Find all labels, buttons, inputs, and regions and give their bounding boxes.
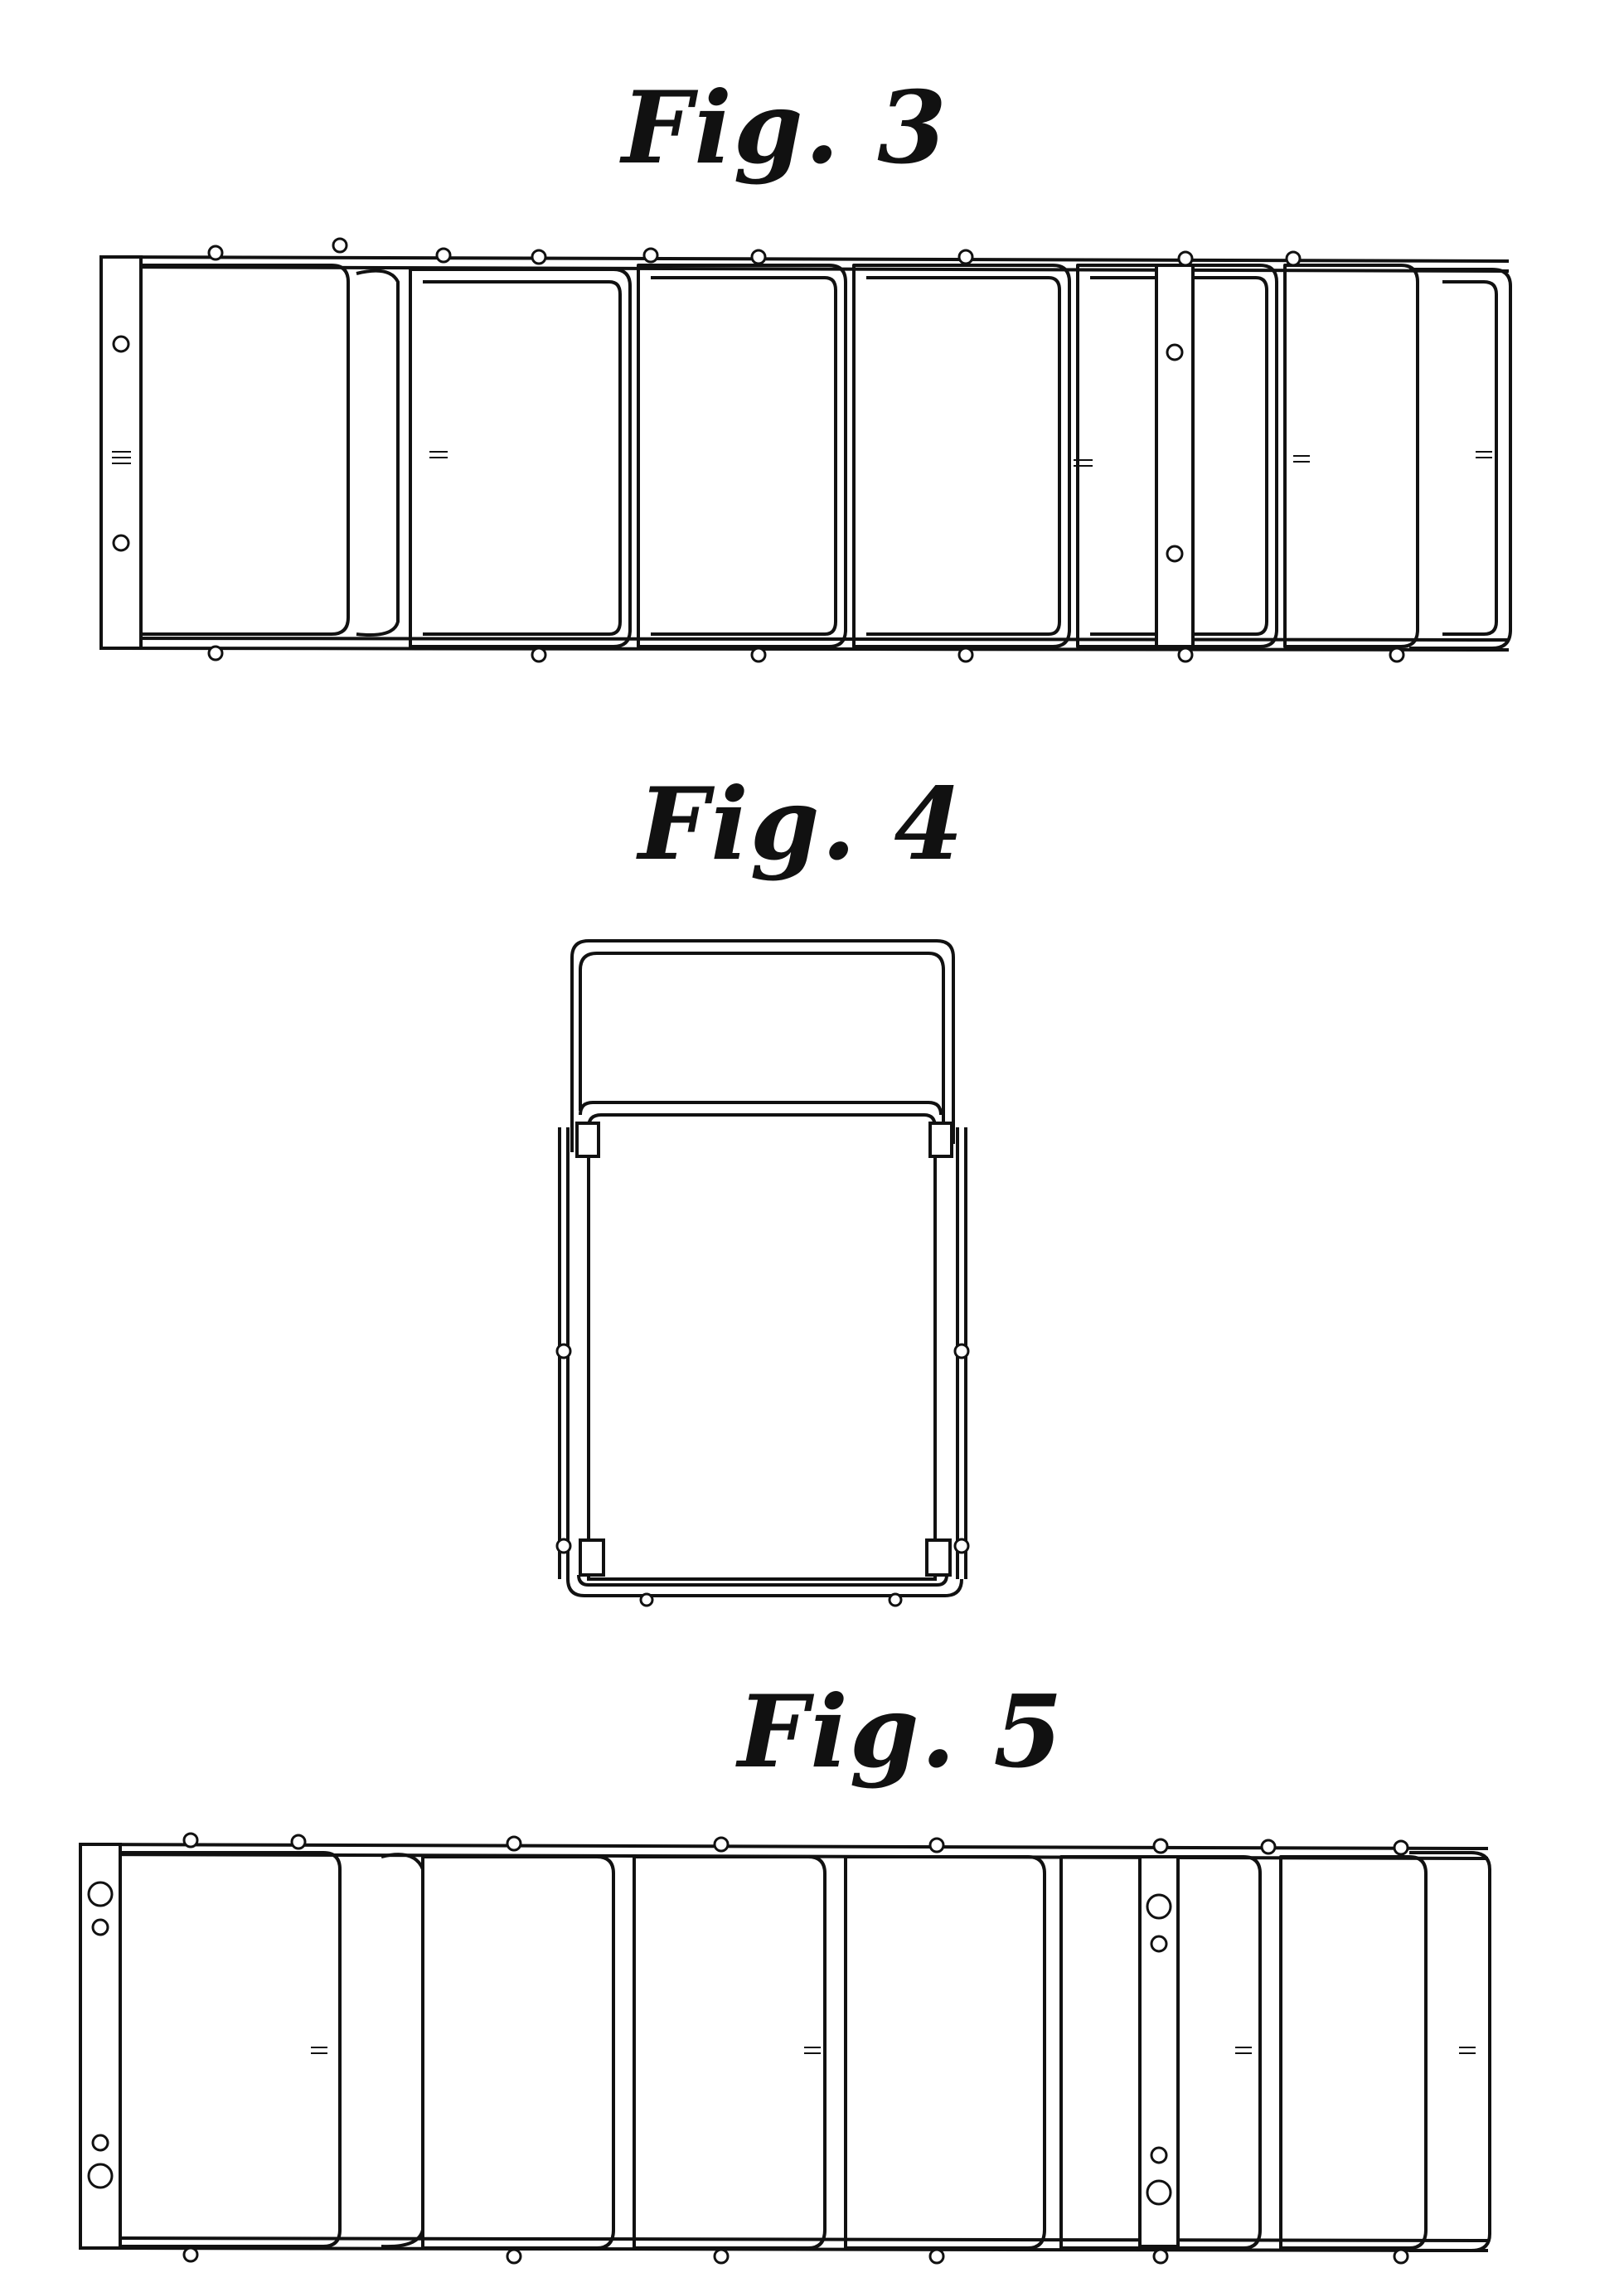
- fig-3-drawing: [99, 239, 1510, 661]
- fig-5-drawing: [79, 1834, 1490, 2263]
- fig-4-drawing: [557, 941, 968, 1606]
